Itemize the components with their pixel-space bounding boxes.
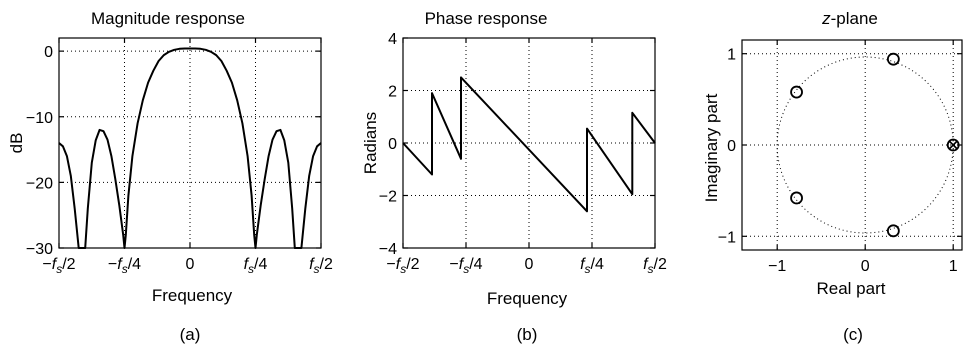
a-xtick-label-0: −fs/2 bbox=[42, 256, 75, 276]
a-xtick-label-3: fs/4 bbox=[244, 256, 268, 276]
caption-a: (a) bbox=[180, 325, 201, 344]
phase-ylabel: Radians bbox=[361, 112, 380, 174]
zplane-ylabel: Imaginary part bbox=[702, 93, 721, 202]
zplane-title: z-plane bbox=[821, 9, 878, 28]
zplane-xlabel: Real part bbox=[817, 279, 886, 298]
b-ytick-label-1: 2 bbox=[388, 84, 397, 101]
phase-response-panel: Phase response 4 2 0 −2 −4 −fs/2 −fs/4 0 fs/4 fs… bbox=[361, 9, 667, 344]
a-xtick-label-2: 0 bbox=[186, 256, 195, 273]
c-ytick-label-1: 0 bbox=[727, 138, 736, 155]
caption-b: (b) bbox=[517, 325, 538, 344]
a-ytick-label-3: −30 bbox=[26, 241, 53, 258]
a-ytick-label-0: 0 bbox=[44, 44, 53, 61]
c-xtick-label-1: 0 bbox=[861, 258, 870, 275]
b-ytick-label-3: −2 bbox=[379, 189, 397, 206]
magnitude-curve bbox=[58, 47, 322, 249]
magnitude-response-panel: Magnitude response 0 −10 −20 −30 −fs/2 −fs/4… bbox=[7, 9, 333, 344]
phase-xlabel: Frequency bbox=[487, 289, 568, 308]
c-ytick-label-2: −1 bbox=[718, 229, 736, 246]
b-xtick-label-4: fs/2 bbox=[643, 256, 667, 276]
caption-c: (c) bbox=[843, 325, 863, 344]
b-xtick-label-1: −fs/4 bbox=[449, 256, 482, 276]
phase-curve bbox=[402, 76, 656, 213]
magnitude-title: Magnitude response bbox=[91, 9, 245, 28]
b-ytick-label-0: 4 bbox=[388, 31, 397, 48]
b-ytick-label-2: 0 bbox=[388, 136, 397, 153]
phase-title: Phase response bbox=[425, 9, 548, 28]
c-xtick-label-2: 1 bbox=[949, 258, 958, 275]
pole-marker-0 bbox=[948, 140, 958, 150]
zero-marker-3 bbox=[886, 224, 900, 238]
a-xtick-label-4: fs/2 bbox=[309, 256, 333, 276]
c-ytick-label-0: 1 bbox=[727, 47, 736, 64]
a-ytick-label-2: −20 bbox=[26, 175, 53, 192]
zero-marker-0 bbox=[886, 52, 900, 66]
z-plane-panel: z-plane 1 0 −1 −1 0 1 Imaginary part Real pa… bbox=[702, 9, 963, 344]
a-ytick-label-1: −10 bbox=[26, 110, 53, 127]
b-xtick-label-2: 0 bbox=[525, 256, 534, 273]
zero-marker-1 bbox=[790, 85, 803, 99]
b-xtick-label-0: −fs/2 bbox=[386, 256, 419, 276]
b-ytick-label-4: −4 bbox=[379, 241, 397, 258]
a-xtick-label-1: −fs/4 bbox=[108, 256, 141, 276]
magnitude-xlabel: Frequency bbox=[152, 286, 233, 305]
zero-marker-2 bbox=[790, 191, 803, 205]
b-xtick-label-3: fs/4 bbox=[580, 256, 604, 276]
c-xtick-label-0: −1 bbox=[768, 258, 786, 275]
magnitude-ylabel: dB bbox=[7, 133, 26, 154]
